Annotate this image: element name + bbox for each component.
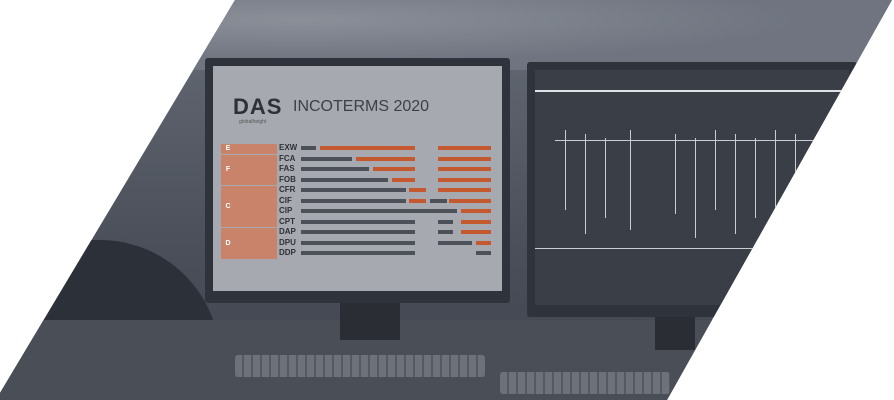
- monitor-stand: [655, 315, 695, 350]
- incoterm-row: DPU: [213, 237, 502, 247]
- buyer-cost-bar: [301, 167, 370, 171]
- schematic-line: [535, 90, 849, 92]
- seller-cost-bar: [460, 219, 491, 224]
- schematic-line: [755, 138, 756, 218]
- incoterm-code: EXW: [279, 143, 298, 152]
- seller-cost-bar: [475, 240, 491, 245]
- buyer-cost-bar: [301, 188, 406, 192]
- section-band: [221, 154, 277, 185]
- seller-cost-bar: [409, 188, 427, 192]
- brand-logo: DAS: [233, 94, 283, 119]
- incoterm-code: DPU: [279, 237, 296, 247]
- seller-cost-bar: [437, 188, 491, 192]
- seller-cost-bar: [437, 177, 491, 182]
- seller-cost-bar: [373, 167, 415, 171]
- incoterm-row: EXW: [213, 144, 502, 152]
- buyer-cost-bar: [437, 230, 453, 234]
- schematic-line: [735, 134, 736, 234]
- monitor-left: DAS globalfreight INCOTERMS 2020 E F C D EXW…: [205, 58, 510, 303]
- incoterm-code: CIF: [279, 195, 292, 205]
- schematic-line: [630, 130, 631, 230]
- buyer-cost-bar: [475, 251, 491, 255]
- seller-cost-bar: [392, 177, 415, 182]
- buyer-cost-bar: [301, 240, 415, 245]
- incoterm-row: FOB: [213, 174, 502, 184]
- incoterm-row: CIF: [213, 195, 502, 205]
- brand-subtitle: globalfreight: [239, 119, 267, 125]
- buyer-cost-bar: [301, 230, 415, 234]
- incoterm-code: CFR: [279, 185, 296, 194]
- incoterm-code: CIP: [279, 206, 293, 215]
- section-band: [221, 186, 277, 227]
- monitor-stand: [340, 300, 400, 340]
- seller-cost-bar: [356, 156, 415, 161]
- incoterm-row: CFR: [213, 186, 502, 194]
- buyer-cost-bar: [301, 146, 317, 150]
- seller-cost-bar: [460, 209, 491, 213]
- schematic-line: [775, 130, 776, 230]
- schematic-line: [535, 248, 849, 249]
- schematic-line: [565, 130, 566, 210]
- schematic-line: [695, 138, 696, 238]
- section-letter: C: [225, 203, 231, 210]
- schematic-line: [715, 130, 716, 210]
- incoterm-code: FCA: [279, 153, 296, 163]
- seller-cost-bar: [437, 146, 491, 150]
- seller-cost-bar: [409, 198, 427, 203]
- section-band: [221, 144, 277, 154]
- desk: [0, 320, 892, 400]
- seller-cost-bar: [437, 167, 491, 171]
- incoterm-row: DDP: [213, 249, 502, 257]
- monitor-right: [527, 62, 857, 317]
- incoterm-code: DDP: [279, 248, 296, 257]
- seller-cost-bar: [449, 198, 491, 203]
- incoterm-row: CPT: [213, 216, 502, 226]
- seller-cost-bar: [320, 146, 415, 150]
- incoterm-code: DAP: [279, 227, 296, 236]
- buyer-cost-bar: [301, 251, 415, 255]
- incoterm-row: DAP: [213, 228, 502, 236]
- incoterm-code: FOB: [279, 174, 296, 184]
- buyer-cost-bar: [301, 156, 353, 161]
- section-letter: F: [225, 166, 231, 174]
- seller-cost-bar: [437, 156, 491, 161]
- buyer-cost-bar: [301, 198, 406, 203]
- incoterms-poster: DAS globalfreight INCOTERMS 2020 E F C D EXW…: [213, 66, 502, 291]
- keyboard: [500, 372, 670, 394]
- incoterm-row: CIP: [213, 207, 502, 215]
- keyboard: [235, 355, 485, 377]
- incoterm-code: FAS: [279, 164, 295, 173]
- buyer-cost-bar: [430, 198, 448, 203]
- buyer-cost-bar: [301, 209, 457, 213]
- buyer-cost-bar: [301, 177, 389, 182]
- incoterm-row: FCA: [213, 153, 502, 163]
- poster-title: INCOTERMS 2020: [293, 98, 430, 115]
- schematic-line: [795, 134, 796, 214]
- schematic-line: [675, 134, 676, 214]
- schematic-line: [605, 138, 606, 218]
- buyer-cost-bar: [437, 240, 472, 245]
- buyer-cost-bar: [437, 219, 453, 224]
- schematic-line: [815, 138, 816, 238]
- schematic-screen: [535, 70, 849, 305]
- incoterm-code: CPT: [279, 216, 295, 226]
- buyer-cost-bar: [301, 219, 415, 224]
- incoterm-row: FAS: [213, 165, 502, 173]
- section-letter: D: [225, 239, 231, 247]
- section-letter: E: [225, 145, 231, 153]
- seller-cost-bar: [460, 230, 491, 234]
- section-band: [221, 228, 277, 259]
- schematic-line: [585, 134, 586, 234]
- schematic-line: [555, 140, 835, 141]
